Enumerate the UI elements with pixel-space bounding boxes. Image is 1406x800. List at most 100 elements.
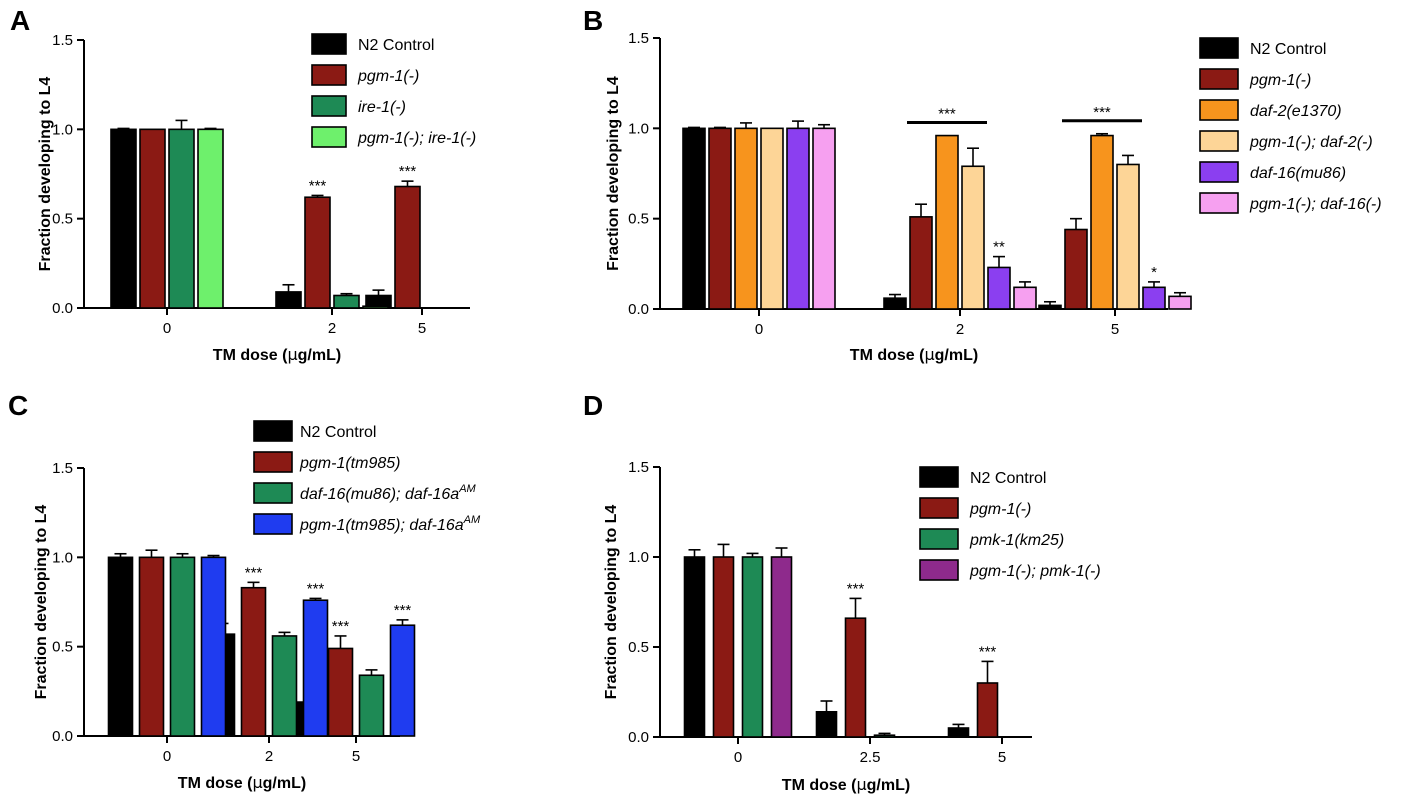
significance-marker: ** — [993, 239, 1005, 256]
y-axis-label: Fraction developing to L4 — [33, 505, 50, 700]
y-tick-label: 1.0 — [628, 549, 649, 566]
legend-swatch — [253, 420, 293, 442]
significance-marker: *** — [307, 580, 325, 597]
legend-swatch — [919, 466, 959, 488]
chart-panel-b: B0.00.51.01.50 2 5*** ******TM dose (μg/mL)… — [583, 5, 1382, 364]
chart-panel-c: C 0.0 0.5 1.0 1.5 0 2 5 *** *** *** *** TM dose (μg/… — [8, 390, 481, 792]
legend-label: pgm-1(-); ire-1(-) — [357, 130, 476, 147]
legend-swatch — [311, 64, 347, 86]
legend-swatch — [919, 559, 959, 581]
x-tick-label: 0 — [734, 749, 742, 766]
bar — [1013, 286, 1037, 310]
bar — [240, 586, 267, 737]
bar — [935, 134, 959, 310]
legend-swatch — [1199, 68, 1239, 90]
legend-swatch — [919, 497, 959, 519]
legend-swatch — [1199, 130, 1239, 152]
bar — [197, 128, 224, 309]
legend-swatch — [1199, 192, 1239, 214]
legend-label: pmk-1(km25) — [969, 532, 1064, 549]
bar — [1142, 286, 1166, 310]
chart-panel-d: D 0.0 0.5 1.0 1.5 0 2.5 5 *** *** TM dose (μg/mL) F… — [583, 390, 1101, 794]
bar — [333, 294, 360, 309]
y-tick-label: 0.0 — [52, 300, 73, 317]
bar — [1116, 163, 1140, 310]
significance-marker: *** — [847, 580, 865, 597]
bar — [107, 556, 134, 737]
bar — [734, 127, 758, 310]
legend-swatch — [1199, 99, 1239, 121]
bar — [909, 216, 933, 310]
bar — [770, 556, 793, 738]
legend-label: N2 Control — [300, 424, 376, 441]
bar — [362, 305, 389, 309]
y-tick-label: 1.5 — [52, 32, 73, 49]
bar — [200, 556, 227, 737]
bar — [815, 710, 838, 738]
legend-swatch — [311, 126, 347, 148]
legend-swatch — [311, 95, 347, 117]
legend-label: pgm-1(-) — [1249, 72, 1311, 89]
bar — [168, 128, 195, 309]
legend-label: pgm-1(tm985); daf-16aAM — [299, 514, 481, 534]
x-axis-label: TM dose (μg/mL) — [213, 345, 341, 364]
bar — [708, 127, 732, 310]
bar — [394, 185, 421, 309]
legend-swatch — [1199, 37, 1239, 59]
x-tick-label: 5 — [998, 749, 1006, 766]
significance-marker: *** — [309, 177, 327, 194]
x-axis-label: TM dose (μg/mL) — [782, 775, 910, 794]
significance-marker: * — [1151, 264, 1157, 281]
bar — [883, 297, 907, 310]
bar — [138, 556, 165, 737]
bar — [947, 727, 970, 738]
bar — [275, 291, 302, 309]
legend-swatch — [253, 482, 293, 504]
legend-label: pgm-1(-); daf-16(-) — [1249, 196, 1382, 213]
x-tick-label: 5 — [1111, 321, 1119, 338]
x-tick-label: 2 — [956, 321, 964, 338]
y-tick-label: 0.5 — [52, 639, 73, 656]
bar — [1064, 228, 1088, 310]
legend: N2 Control pgm-1(-) pmk-1(km25) pgm-1(-); p… — [919, 466, 1101, 581]
significance-marker: *** — [399, 163, 417, 180]
legend-label: daf-16(mu86) — [1250, 165, 1346, 182]
legend-label: N2 Control — [970, 470, 1046, 487]
bar — [358, 674, 385, 737]
significance-marker: *** — [394, 602, 412, 619]
bar — [712, 556, 735, 738]
y-tick-label: 1.0 — [52, 549, 73, 566]
bar — [1038, 304, 1062, 310]
bar — [302, 599, 329, 737]
x-axis-label: TM dose (μg/mL) — [178, 773, 306, 792]
panel-letter: C — [8, 390, 28, 421]
y-tick-label: 0.5 — [628, 211, 649, 228]
bar — [961, 165, 985, 310]
y-tick-label: 0.5 — [52, 211, 73, 228]
bar — [389, 624, 416, 737]
x-tick-label: 0 — [755, 321, 763, 338]
bar — [327, 647, 354, 737]
bar — [760, 127, 784, 310]
y-axis-label: Fraction developing to L4 — [605, 76, 622, 271]
y-axis-label: Fraction developing to L4 — [603, 505, 620, 700]
x-tick-label: 0 — [163, 748, 171, 765]
bar — [976, 682, 999, 738]
y-tick-label: 1.5 — [628, 459, 649, 476]
x-tick-label: 2.5 — [860, 749, 881, 766]
legend-label: pgm-1(-); daf-2(-) — [1249, 134, 1373, 151]
panel-letter: D — [583, 390, 603, 421]
legend-label: N2 Control — [1250, 41, 1326, 58]
x-tick-label: 5 — [352, 748, 360, 765]
significance-marker: *** — [1093, 104, 1111, 121]
bar — [987, 266, 1011, 310]
legend-label: ire-1(-) — [358, 99, 406, 116]
legend-label: daf-16(mu86); daf-16aAM — [300, 483, 477, 503]
legend-swatch — [253, 451, 293, 473]
legend-label: pgm-1(tm985) — [299, 455, 400, 472]
y-tick-label: 0.0 — [628, 729, 649, 746]
y-tick-label: 1.0 — [52, 121, 73, 138]
x-tick-label: 2 — [328, 320, 336, 337]
bar — [682, 127, 706, 310]
